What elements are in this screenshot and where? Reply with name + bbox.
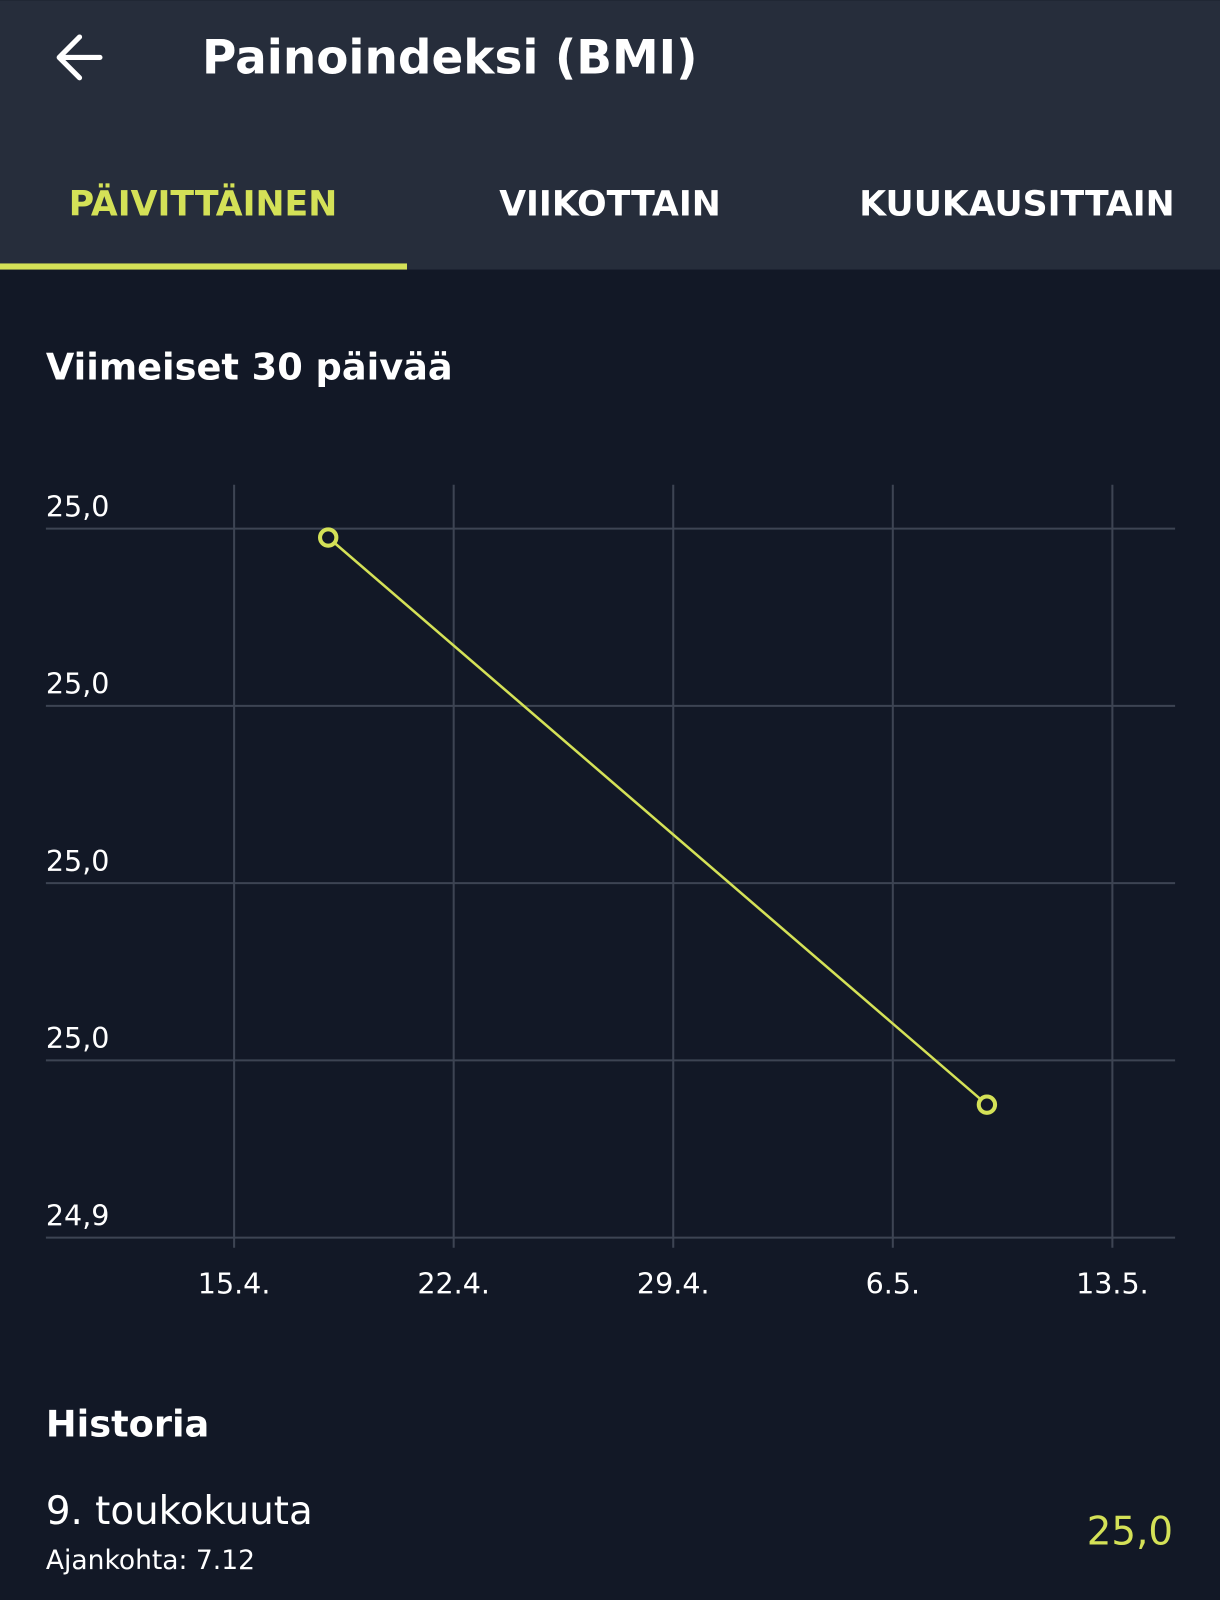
y-tick-label: 24,9	[46, 1198, 110, 1232]
history-date: 9. toukokuuta	[46, 1489, 313, 1534]
tab[interactable]: VIIKOTTAIN	[499, 185, 721, 225]
data-point	[318, 527, 339, 548]
y-tick-label: 25,0	[46, 489, 110, 523]
data-point	[976, 1094, 998, 1115]
x-tick-label: 22.4.	[417, 1267, 490, 1301]
x-tick-label: 13.5.	[1076, 1267, 1149, 1301]
y-tick-label: 25,0	[46, 667, 110, 701]
y-tick-label: 25,0	[46, 1021, 110, 1055]
app-bar	[0, 0, 1220, 270]
x-tick-label: 29.4.	[637, 1267, 710, 1301]
tab-indicator	[0, 263, 408, 270]
page-title: Painoindeksi (BMI)	[202, 31, 698, 86]
back-button[interactable]	[56, 34, 103, 81]
tab[interactable]: PÄIVITTÄINEN	[69, 183, 338, 225]
history-value: 25,0	[1087, 1510, 1173, 1555]
data-line	[327, 536, 988, 1106]
x-tick-label: 6.5.	[866, 1267, 920, 1301]
chart-title: Viimeiset 30 päivää	[46, 346, 453, 389]
history-time: Ajankohta: 7.12	[46, 1545, 255, 1576]
tab[interactable]: KUUKAUSITTAIN	[859, 185, 1174, 225]
y-tick-label: 25,0	[46, 844, 110, 878]
history-title: Historia	[46, 1403, 209, 1446]
x-tick-label: 15.4.	[198, 1267, 271, 1301]
